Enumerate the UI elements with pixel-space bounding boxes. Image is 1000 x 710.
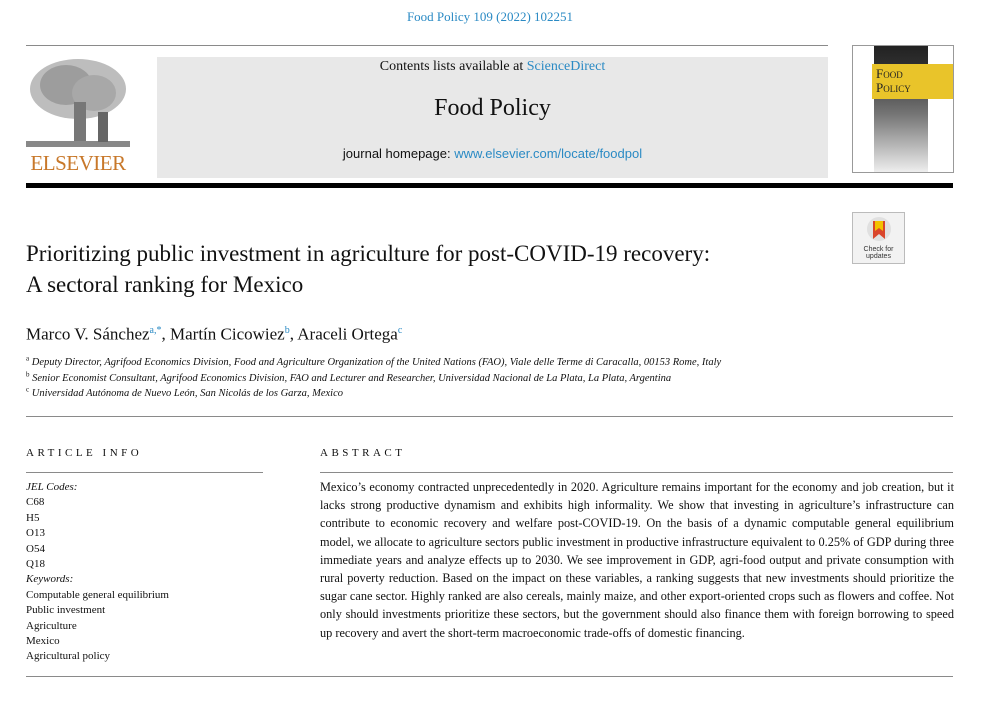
article-title: Prioritizing public investment in agricu… <box>26 238 710 300</box>
author[interactable]: Martín Cicowiez <box>170 324 285 344</box>
affiliation: a Deputy Director, Agrifood Economics Di… <box>26 354 722 368</box>
jel-code: H5 <box>26 511 40 524</box>
badge-text: updates <box>866 253 891 260</box>
divider <box>320 472 953 473</box>
divider <box>26 676 953 677</box>
keyword: Computable general equilibrium <box>26 588 169 601</box>
divider <box>26 45 828 46</box>
keyword: Agriculture <box>26 619 77 632</box>
journal-name: Food Policy <box>434 95 551 121</box>
bookmark-icon <box>866 217 891 241</box>
keyword: Mexico <box>26 634 60 647</box>
jel-code: C68 <box>26 496 45 509</box>
jel-code: O54 <box>26 542 45 555</box>
cover-title: Food Policy <box>872 64 953 99</box>
homepage-link[interactable]: www.elsevier.com/locate/foodpol <box>454 146 643 161</box>
elsevier-wordmark: ELSEVIER <box>30 151 126 175</box>
contents-text: Contents lists available at <box>379 59 527 74</box>
affiliation: c Universidad Autónoma de Nuevo León, Sa… <box>26 385 344 399</box>
sciencedirect-link[interactable]: ScienceDirect <box>526 59 606 74</box>
abstract-heading: ABSTRACT <box>320 447 406 459</box>
homepage-label: journal homepage: <box>342 146 455 161</box>
author-sup[interactable]: b <box>284 325 290 336</box>
divider <box>26 472 263 473</box>
keywords-label: Keywords: <box>26 573 74 586</box>
article-info: JEL Codes: C68 H5 O13 O54 Q18 Keywords: … <box>26 480 263 665</box>
journal-cover[interactable]: Food Policy <box>852 45 954 173</box>
check-for-updates-button[interactable]: Check for updates <box>852 212 905 264</box>
title-line: Prioritizing public investment in agricu… <box>26 241 711 266</box>
article-info-heading: ARTICLE INFO <box>26 447 143 459</box>
abstract-text: Mexico’s economy contracted unprecedente… <box>320 480 954 640</box>
badge-text: Check for <box>863 246 894 253</box>
jel-code: Q18 <box>26 557 45 570</box>
divider <box>26 416 953 417</box>
keyword: Public investment <box>26 604 106 617</box>
title-line: A sectoral ranking for Mexico <box>26 272 304 297</box>
author-sup[interactable]: c <box>397 325 403 336</box>
affiliation: b Senior Economist Consultant, Agrifood … <box>26 370 672 384</box>
author[interactable]: Marco V. Sánchez <box>26 324 150 344</box>
jel-label: JEL Codes: <box>26 481 78 493</box>
jel-code: O13 <box>26 527 45 540</box>
keyword: Agricultural policy <box>26 650 111 663</box>
author[interactable]: Araceli Ortega <box>297 324 398 344</box>
elsevier-logo[interactable]: ELSEVIER <box>26 57 130 177</box>
tree-icon <box>26 57 130 149</box>
author-list: Marco V. Sáncheza,*, Martín Cicowiezb, A… <box>26 324 403 344</box>
citation-link[interactable]: Food Policy 109 (2022) 102251 <box>406 9 574 24</box>
masthead: Contents lists available at ScienceDirec… <box>157 57 828 178</box>
header-bar <box>26 183 953 188</box>
author-sup[interactable]: a,* <box>149 325 162 336</box>
journal-citation[interactable]: Food Policy 109 (2022) 102251 <box>0 9 980 25</box>
